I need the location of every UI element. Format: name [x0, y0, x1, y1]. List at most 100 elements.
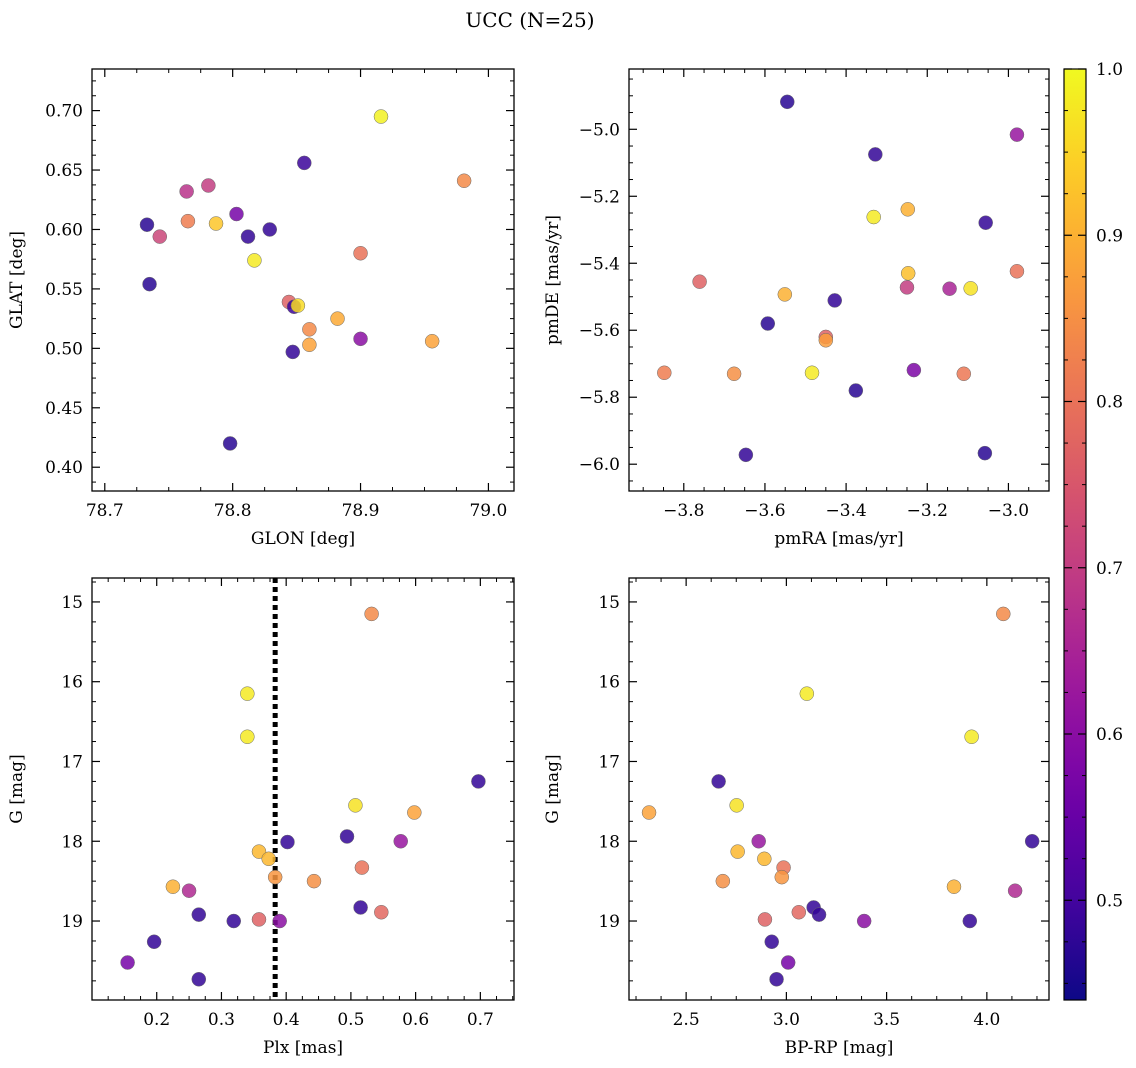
scatter-point [353, 246, 368, 261]
scatter-point [240, 729, 255, 744]
y-axis-label: GLAT [deg] [7, 231, 27, 329]
x-axis-label: Plx [mas] [263, 1038, 343, 1058]
axes-frame [628, 68, 1050, 492]
scatter-point [181, 883, 197, 898]
scatter-point [1007, 883, 1023, 898]
scatter-point [946, 879, 962, 894]
scatter-point [353, 900, 368, 915]
scatter-point [977, 445, 993, 461]
scatter-point [247, 253, 262, 268]
y-tick-label: −5.8 [579, 388, 620, 408]
y-tick-label: 16 [61, 673, 83, 693]
y-axis-label: G [mag] [543, 754, 563, 823]
y-tick-label: 15 [61, 593, 83, 613]
scatter-point [641, 805, 657, 820]
scatter-point [738, 447, 754, 463]
y-axis-label: G [mag] [7, 754, 27, 823]
x-tick-label: −3.0 [988, 501, 1029, 521]
y-tick-label: 0.50 [45, 339, 83, 359]
colorbar-gradient [1064, 69, 1086, 1000]
scatter-point [393, 834, 408, 849]
x-tick-label: −3.8 [663, 501, 704, 521]
y-tick-label: 0.60 [45, 220, 83, 240]
y-tick-label: −5.6 [579, 321, 620, 341]
panel-bprp-g: 2.5 3.0 3.5 4.0 15 16 17 18 19 BP-RP [mag] G [mag] [543, 577, 1050, 1058]
y-tick-label: 18 [61, 832, 83, 852]
scatter-point [956, 366, 972, 382]
scatter-point [142, 276, 157, 292]
scatter-point [711, 774, 726, 789]
axes-frame [91, 68, 515, 492]
x-tick-label: 0.5 [337, 1010, 364, 1030]
scatter-point [290, 298, 306, 313]
scatter-point [354, 860, 370, 875]
scatter-point [964, 729, 979, 744]
colorbar-tick-label: 0.9 [1096, 226, 1123, 246]
y-tick-label: 0.40 [45, 458, 83, 478]
x-tick-label: 78.9 [342, 501, 380, 521]
scatter-point [240, 686, 255, 701]
x-tick-label: 2.5 [673, 1010, 700, 1030]
x-tick-label: 4.0 [973, 1010, 1000, 1030]
x-tick-label: 0.7 [467, 1010, 494, 1030]
panel-pmra-pmde: −3.8 −3.6 −3.4 −3.2 −3.0 −6.0 −5.8 −5.6 −5.4 −5.2… [543, 68, 1050, 549]
scatter-point [208, 216, 224, 231]
y-tick-label: 16 [598, 673, 620, 693]
scatter-point [272, 913, 287, 929]
scatter-point [791, 904, 807, 920]
scatter-point [729, 798, 744, 813]
scatter-point [302, 337, 317, 353]
x-tick-label: 0.2 [143, 1010, 170, 1030]
y-tick-label: −5.0 [579, 120, 620, 140]
scatter-point [120, 955, 135, 970]
scatter-point [353, 331, 368, 347]
y-tick-label: 19 [598, 912, 620, 932]
scatter-point [757, 912, 773, 927]
scatter-point [179, 184, 194, 199]
x-tick-label: 3.5 [873, 1010, 900, 1030]
colorbar-tick-label: 0.5 [1096, 891, 1123, 911]
scatter-point [240, 229, 256, 244]
scatter-point [146, 934, 162, 950]
scatter-point [201, 178, 216, 193]
colorbar: 0.5 0.6 0.7 0.8 0.9 1.0 [1063, 60, 1123, 1001]
y-tick-label: 0.45 [45, 399, 83, 419]
scatter-point [407, 805, 422, 820]
scatter-point [899, 280, 915, 295]
scatter-point [1009, 127, 1025, 142]
y-tick-label: 0.55 [45, 280, 83, 300]
scatter-point [906, 362, 922, 378]
scatter-point [963, 281, 978, 296]
x-tick-label: 3.0 [773, 1010, 800, 1030]
scatter-point [373, 109, 389, 124]
scatter-point [757, 851, 772, 867]
axes-frame [628, 577, 1050, 1001]
panel-glon-glat: 78.7 78.8 78.9 79.0 0.40 0.45 0.50 0.55 0.60 0.65… [7, 68, 515, 549]
scatter-point [730, 844, 745, 859]
panels: 78.7 78.8 78.9 79.0 0.40 0.45 0.50 0.55 0.60 0.65… [7, 68, 1050, 1058]
scatter-point [139, 217, 155, 232]
scatter-point [827, 293, 842, 308]
x-tick-label: −3.4 [825, 501, 866, 521]
figure-title: UCC (N=25) [465, 8, 594, 32]
x-tick-label: 78.8 [214, 501, 252, 521]
y-tick-label: 18 [598, 832, 620, 852]
scatter-point [374, 904, 389, 920]
scatter-point [280, 834, 295, 850]
y-tick-label: 19 [61, 912, 83, 932]
y-tick-label: −6.0 [579, 455, 620, 475]
scatter-point [222, 436, 238, 451]
y-axis-label: pmDE [mas/yr] [543, 215, 563, 345]
scatter-point [262, 222, 278, 237]
scatter-points [657, 94, 1025, 463]
colorbar-tick-label: 0.7 [1096, 559, 1123, 579]
colorbar-tick-label: 0.6 [1096, 725, 1123, 745]
scatter-points [120, 606, 486, 987]
x-axis-label: pmRA [mas/yr] [774, 529, 903, 549]
scatter-point [261, 851, 276, 867]
scatter-point [777, 287, 793, 302]
scatter-point [330, 311, 345, 326]
scatter-point [868, 147, 883, 162]
scatter-point [715, 873, 731, 889]
